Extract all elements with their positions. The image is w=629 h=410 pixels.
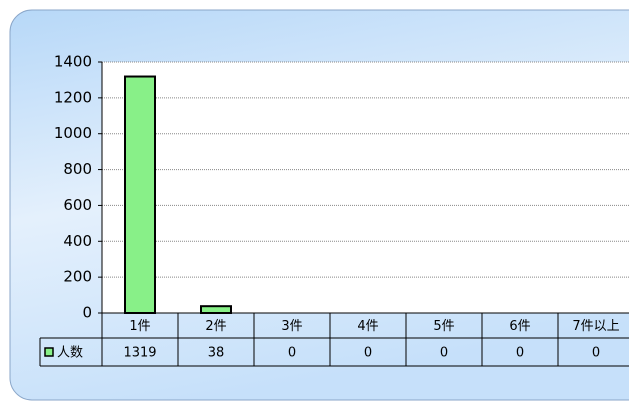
x-tick-label: 2件 [205,319,226,334]
y-tick-label: 600 [63,196,92,214]
y-tick-label: 0 [82,304,92,322]
bar [200,305,232,314]
data-table-value: 1319 [123,346,156,361]
legend-marker [44,347,54,357]
y-tick-label: 1400 [54,53,92,71]
y-tick-label: 200 [63,268,92,286]
x-tick-label: 3件 [281,319,302,334]
data-table-value: 0 [440,346,448,361]
x-tick-label: 6件 [509,319,530,334]
y-tick-label: 800 [63,160,92,178]
data-table-value: 0 [516,346,524,361]
data-table-value: 0 [364,346,372,361]
x-tick-label: 1件 [129,319,150,334]
plot-area [102,62,629,313]
data-table-value: 0 [592,346,600,361]
bar [124,75,156,314]
y-tick-label: 1200 [54,88,92,106]
x-tick-label: 7件以上 [572,319,619,334]
y-tick-label: 1000 [54,124,92,142]
legend-label: 人数 [57,346,83,361]
data-table-value: 0 [288,346,296,361]
data-table-value: 38 [208,346,225,361]
x-tick-label: 4件 [357,319,378,334]
y-tick-label: 400 [63,232,92,250]
x-tick-label: 5件 [433,319,454,334]
